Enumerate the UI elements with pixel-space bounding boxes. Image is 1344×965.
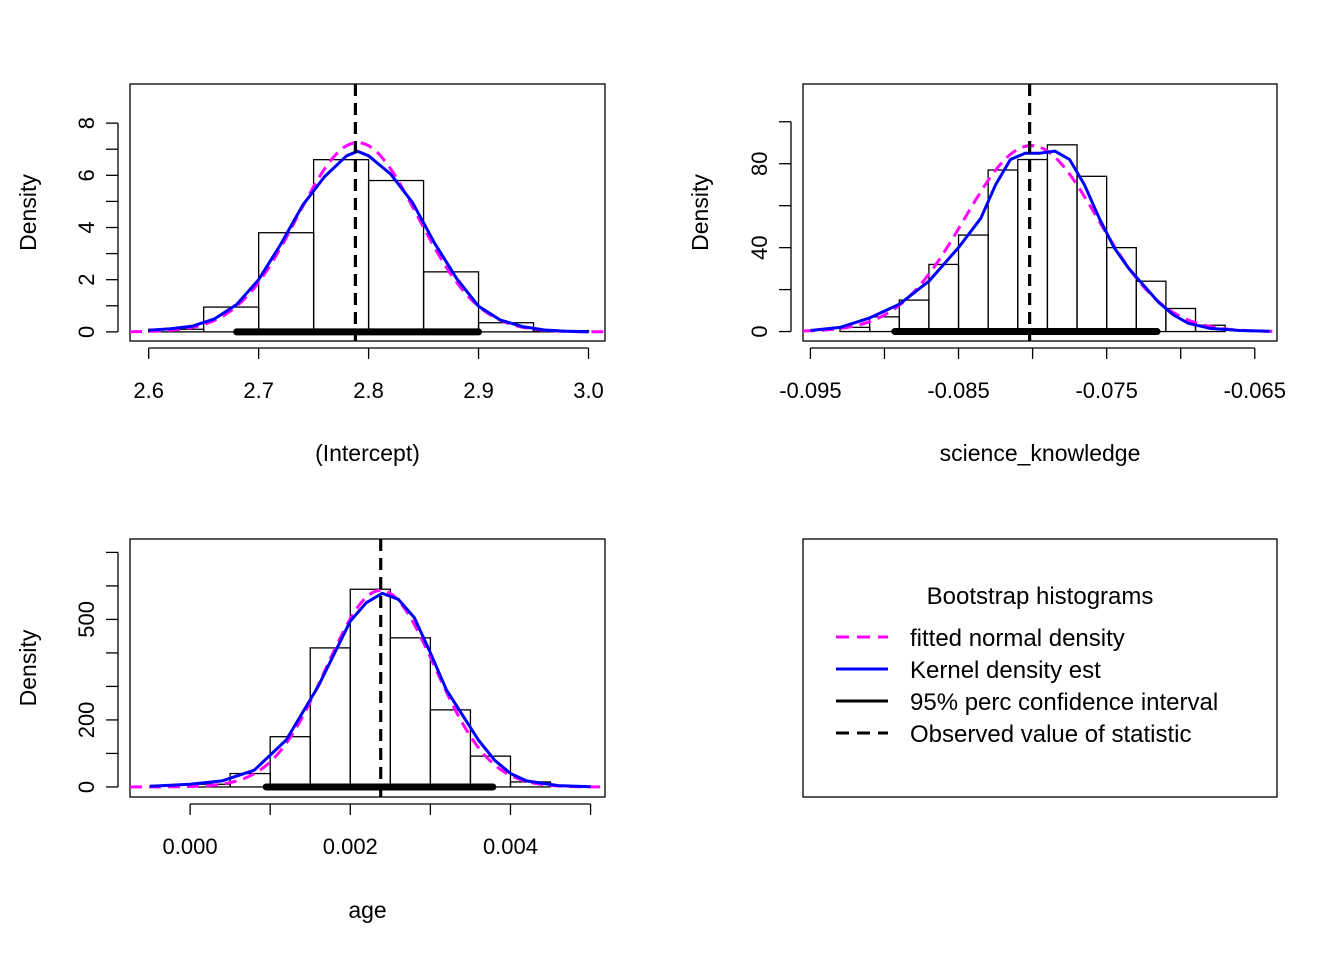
legend-box (802, 538, 1278, 798)
plot-frame (129, 83, 606, 342)
legend: Bootstrap histograms fitted normal densi… (802, 538, 1278, 798)
histogram-bar (898, 299, 930, 333)
x-tick-label: -0.095 (779, 378, 841, 403)
histogram-bar (269, 736, 311, 788)
y-tick-label: 8 (74, 117, 99, 129)
x-tick-label: 0.002 (323, 834, 378, 859)
x-tick-label: 0.004 (483, 834, 538, 859)
legend-kernel-label: Kernel density est (910, 657, 1101, 684)
histogram-bar (309, 647, 351, 788)
kernel-density-curve (149, 591, 591, 789)
x-tick-label: -0.075 (1075, 378, 1137, 403)
legend-normal-label: fitted normal density (910, 625, 1125, 652)
y-tick-label: 2 (74, 274, 99, 286)
y-tick-label: 0 (747, 325, 772, 337)
legend-ci-label: 95% perc confidence interval (910, 689, 1218, 716)
x-tick-label: -0.065 (1224, 378, 1286, 403)
y-tick-label: 200 (74, 702, 99, 739)
y-tick-label: 4 (74, 221, 99, 233)
y-axis-title: Density (15, 629, 41, 706)
x-axis-title: age (348, 897, 386, 923)
histogram-bar (312, 159, 370, 333)
histogram-bar (429, 709, 472, 788)
y-axis-title: Density (687, 174, 713, 251)
legend-observed-label: Observed value of statistic (910, 721, 1191, 748)
plot-frame (802, 83, 1278, 342)
normal-density-curve (130, 141, 605, 334)
x-tick-label: 2.8 (353, 378, 384, 403)
histogram-bar (389, 637, 432, 788)
histogram-bar (257, 232, 315, 333)
histogram-bar (957, 234, 989, 333)
x-tick-label: 2.7 (243, 378, 274, 403)
science-knowledge-histogram-panel: -0.095 -0.085 -0.075 -0.065 science_knowledg… (687, 83, 1286, 466)
plot-frame (129, 538, 606, 798)
x-tick-label: 2.6 (133, 378, 164, 403)
y-axis-title: Density (15, 174, 41, 251)
histogram-bar (367, 179, 425, 333)
histogram-bar (349, 588, 391, 788)
y-tick-label: 0 (74, 781, 99, 793)
x-axis-title: (Intercept) (315, 440, 420, 466)
x-tick-label: 0.000 (163, 834, 218, 859)
kernel-density-curve (810, 149, 1270, 333)
age-histogram-panel: 0.000 0.002 0.004 age 0 200 500 Density (15, 538, 606, 923)
y-tick-label: 40 (747, 235, 772, 259)
x-tick-label: 3.0 (573, 378, 604, 403)
normal-density-curve (802, 144, 1278, 333)
x-tick-label: 2.9 (463, 378, 494, 403)
y-tick-label: 80 (747, 151, 772, 175)
legend-title: Bootstrap histograms (927, 583, 1154, 610)
normal-density-curve (130, 588, 605, 789)
y-tick-label: 500 (74, 601, 99, 638)
x-tick-label: -0.085 (927, 378, 989, 403)
histogram-bar (422, 271, 480, 333)
histogram-bar (1017, 158, 1049, 333)
histogram-bar (1165, 307, 1197, 333)
y-tick-label: 6 (74, 169, 99, 181)
x-axis-title: science_knowledge (940, 440, 1141, 466)
y-tick-label: 0 (74, 326, 99, 338)
histogram-bar (1046, 144, 1078, 333)
intercept-histogram-panel: 2.6 2.7 2.8 2.9 3.0 (Intercept) 0 2 4 6 8 Density (15, 83, 606, 466)
kernel-density-curve (148, 149, 589, 334)
